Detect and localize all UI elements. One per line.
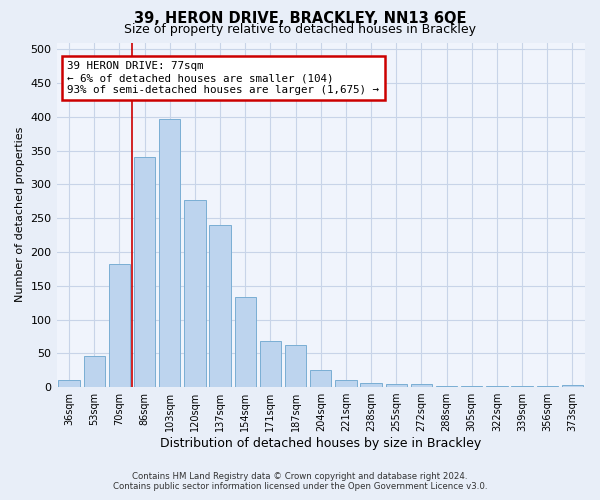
Bar xyxy=(436,386,457,387)
Bar xyxy=(536,386,558,387)
Text: 39, HERON DRIVE, BRACKLEY, NN13 6QE: 39, HERON DRIVE, BRACKLEY, NN13 6QE xyxy=(134,11,466,26)
Y-axis label: Number of detached properties: Number of detached properties xyxy=(15,127,25,302)
Bar xyxy=(83,356,105,387)
Bar xyxy=(134,158,155,387)
Text: Size of property relative to detached houses in Brackley: Size of property relative to detached ho… xyxy=(124,22,476,36)
Text: Contains HM Land Registry data © Crown copyright and database right 2024.
Contai: Contains HM Land Registry data © Crown c… xyxy=(113,472,487,491)
Bar xyxy=(159,119,181,387)
Bar xyxy=(486,386,508,387)
Text: 39 HERON DRIVE: 77sqm
← 6% of detached houses are smaller (104)
93% of semi-deta: 39 HERON DRIVE: 77sqm ← 6% of detached h… xyxy=(67,62,379,94)
X-axis label: Distribution of detached houses by size in Brackley: Distribution of detached houses by size … xyxy=(160,437,481,450)
Bar xyxy=(461,386,482,387)
Bar xyxy=(260,341,281,387)
Bar xyxy=(184,200,206,387)
Bar xyxy=(235,297,256,387)
Bar xyxy=(511,386,533,387)
Bar xyxy=(562,385,583,387)
Bar xyxy=(411,384,432,387)
Bar xyxy=(310,370,331,387)
Bar xyxy=(109,264,130,387)
Bar xyxy=(386,384,407,387)
Bar xyxy=(335,380,356,387)
Bar xyxy=(209,225,231,387)
Bar xyxy=(361,383,382,387)
Bar xyxy=(58,380,80,387)
Bar xyxy=(285,345,307,387)
